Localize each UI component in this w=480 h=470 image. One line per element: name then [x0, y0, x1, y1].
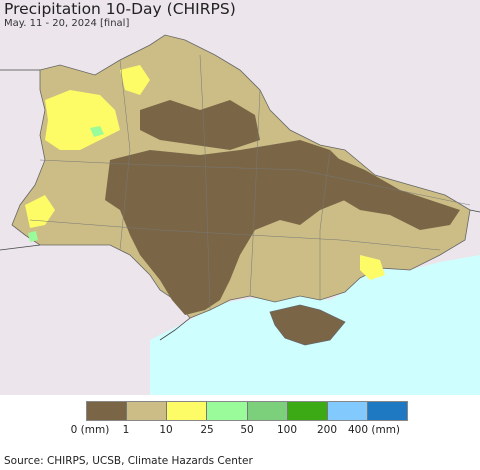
legend-swatch-2 [167, 402, 208, 420]
wet-zone-northwest [90, 126, 104, 137]
legend-colorbar [86, 401, 408, 421]
legend-tick-label: 1 [122, 424, 130, 436]
legend-swatch-7 [367, 402, 407, 420]
dry-zone-north [140, 100, 260, 150]
moderate-zone-southeast [360, 255, 385, 280]
source-credit: Source: CHIRPS, UCSB, Climate Hazards Ce… [4, 455, 253, 467]
admin-boundaries [29, 54, 471, 311]
legend-ticks: 0 (mm) 1 10 25 50 100 200 400 (mm) [0, 424, 480, 438]
legend-swatch-0 [87, 402, 128, 420]
wet-zone-west [28, 231, 38, 242]
moderate-zone-west [25, 195, 55, 228]
legend-tick-label: 0 (mm) [70, 424, 110, 436]
dry-zone-crimea [269, 304, 346, 346]
moderate-zone-north [120, 65, 150, 95]
legend-swatch-6 [327, 402, 368, 420]
legend-swatch-5 [287, 402, 328, 420]
map-subtitle: May. 11 - 20, 2024 [final] [4, 18, 130, 29]
country-borders [0, 69, 480, 341]
legend-swatch-3 [207, 402, 248, 420]
legend-swatch-4 [247, 402, 288, 420]
legend-tick-label: 10 [159, 424, 173, 436]
legend-tick-label: 25 [200, 424, 214, 436]
dry-zone-east [330, 155, 460, 230]
legend-tick-label: 400 (mm) [347, 424, 401, 436]
dry-zone-central [105, 140, 350, 315]
legend-swatch-1 [127, 402, 168, 420]
legend-tick-label: 200 [316, 424, 338, 436]
legend-tick-label: 50 [240, 424, 254, 436]
moderate-zone-northwest [45, 90, 120, 150]
map-title: Precipitation 10-Day (CHIRPS) [4, 0, 236, 18]
legend-tick-label: 100 [276, 424, 298, 436]
